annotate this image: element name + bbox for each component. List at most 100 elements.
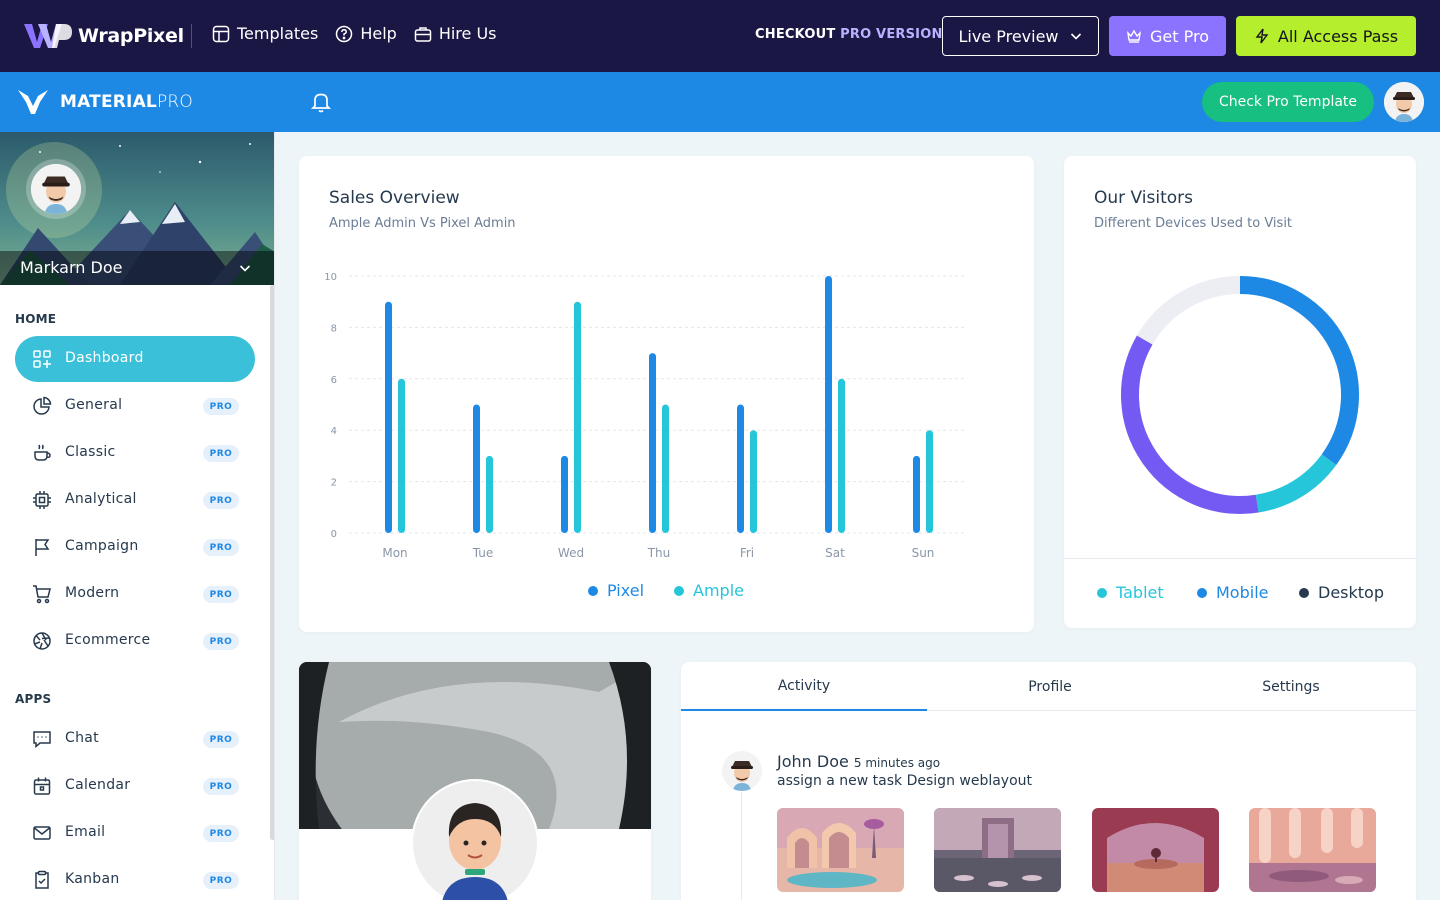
sidebar-item-label: General (65, 397, 123, 413)
profile-avatar[interactable] (26, 159, 86, 219)
y-tick-label: 4 (331, 426, 337, 437)
sidebar-item-calendar[interactable]: Calendar PRO (15, 763, 255, 809)
donut-slice-desktop[interactable] (1121, 335, 1259, 514)
bar-ample[interactable] (574, 301, 581, 533)
templates-link[interactable]: Templates (212, 24, 318, 43)
x-tick-label: Fri (740, 546, 754, 560)
desert-window-image (1092, 808, 1219, 892)
tab-settings[interactable]: Settings (1168, 662, 1414, 711)
bar-ample[interactable] (926, 430, 933, 533)
tab-profile[interactable]: Profile (927, 662, 1173, 711)
sidebar-item-chat[interactable]: Chat PRO (15, 716, 255, 762)
chevron-down-icon (239, 265, 251, 272)
y-tick-label: 8 (331, 323, 337, 334)
section-caption-apps: APPS (15, 692, 52, 706)
brand-divider (191, 24, 192, 48)
bar-pixel[interactable] (385, 301, 392, 533)
help-label: Help (360, 24, 397, 43)
legend-swatch (588, 585, 598, 596)
all-access-pass-button[interactable]: All Access Pass (1236, 16, 1416, 56)
sales-overview-card: Sales Overview Ample Admin Vs Pixel Admi… (299, 156, 1034, 632)
sidebar-item-email[interactable]: Email PRO (15, 810, 255, 856)
x-tick-label: Wed (558, 546, 584, 560)
activity-avatar-image (722, 751, 762, 791)
legend-swatch (1097, 587, 1107, 598)
profile-name: Markarn Doe (20, 258, 123, 277)
activity-avatar[interactable] (722, 751, 762, 791)
sidebar-item-classic[interactable]: Classic PRO (15, 430, 255, 476)
legend-swatch (1197, 587, 1207, 598)
sidebar-item-label: Chat (65, 730, 99, 746)
bar-pixel[interactable] (825, 276, 832, 533)
tab-label: Activity (777, 677, 831, 694)
sidebar-item-modern[interactable]: Modern PRO (15, 571, 255, 617)
activity-image-2[interactable] (934, 808, 1061, 892)
sidebar-item-label: Ecommerce (65, 632, 151, 648)
sidebar-item-label: Modern (65, 585, 120, 601)
arch-pool-image (777, 808, 904, 892)
tab-activity[interactable]: Activity (681, 662, 927, 711)
sidebar-item-ecommerce[interactable]: Ecommerce PRO (15, 618, 255, 664)
donut-slice-tablet[interactable] (1255, 454, 1337, 513)
help-circle-icon (336, 25, 353, 42)
sidebar-scrollbar[interactable] (270, 285, 274, 840)
help-link[interactable]: Help (335, 24, 397, 43)
bar-ample[interactable] (838, 378, 845, 533)
app-header: MATERIALPRO Check Pro Template (0, 72, 1440, 132)
promo-nav: Templates Help Hire Us (212, 24, 497, 43)
profile-name-bar[interactable]: Markarn Doe (0, 251, 274, 285)
sidebar-item-label: Analytical (65, 491, 137, 507)
section-caption-home: HOME (15, 312, 57, 326)
bar-pixel[interactable] (913, 455, 920, 533)
live-preview-button[interactable]: Live Preview (942, 16, 1099, 56)
sidebar: Markarn Doe HOME Dashboard General PRO C… (0, 132, 275, 900)
pro-badge: PRO (203, 778, 239, 795)
bar-pixel[interactable] (473, 404, 480, 534)
pro-badge: PRO (203, 872, 239, 889)
check-pro-template-button[interactable]: Check Pro Template (1202, 82, 1374, 122)
mail-icon (33, 826, 51, 840)
legend-label: Tablet (1116, 583, 1164, 602)
y-tick-label: 0 (331, 529, 337, 540)
sidebar-item-kanban[interactable]: Kanban PRO (15, 857, 255, 900)
bar-ample[interactable] (486, 455, 493, 533)
activity-user-name[interactable]: John Doe (777, 752, 849, 771)
live-preview-label: Live Preview (958, 26, 1059, 46)
sidebar-item-campaign[interactable]: Campaign PRO (15, 524, 255, 570)
bell-icon[interactable] (311, 91, 331, 113)
sidebar-item-label: Email (65, 824, 106, 840)
dashboard-icon (33, 350, 51, 368)
bar-pixel[interactable] (561, 455, 568, 533)
bar-pixel[interactable] (649, 353, 656, 533)
profile-card-avatar[interactable] (411, 779, 539, 900)
checkout-text: CHECKOUT PRO VERSION (755, 27, 943, 42)
profile-banner: Markarn Doe (0, 132, 274, 285)
x-tick-label: Thu (647, 546, 671, 560)
donut-slice-mobile[interactable] (1239, 276, 1359, 465)
check-pro-label: Check Pro Template (1218, 94, 1358, 110)
sidebar-item-general[interactable]: General PRO (15, 383, 255, 429)
coffee-icon (34, 444, 51, 461)
get-pro-label: Get Pro (1150, 26, 1209, 46)
pro-badge: PRO (203, 633, 239, 650)
sidebar-item-dashboard[interactable]: Dashboard (15, 336, 255, 382)
wrappixel-logo[interactable]: WrapPixel (24, 22, 184, 50)
pro-badge: PRO (203, 492, 239, 509)
y-tick-label: 10 (324, 272, 337, 283)
hire-us-link[interactable]: Hire Us (414, 24, 497, 43)
aperture-icon (33, 632, 51, 650)
activity-image-3[interactable] (1092, 808, 1219, 892)
our-visitors-card: Our Visitors Different Devices Used to V… (1064, 156, 1416, 628)
materialpro-logo[interactable]: MATERIALPRO (18, 88, 193, 116)
get-pro-button[interactable]: Get Pro (1109, 16, 1226, 56)
bar-pixel[interactable] (737, 404, 744, 534)
bolt-icon (1255, 28, 1269, 44)
bar-ample[interactable] (398, 378, 405, 533)
bar-ample[interactable] (662, 404, 669, 534)
activity-image-1[interactable] (777, 808, 904, 892)
activity-image-4[interactable] (1249, 808, 1376, 892)
bar-ample[interactable] (750, 430, 757, 533)
sidebar-item-analytical[interactable]: Analytical PRO (15, 477, 255, 523)
user-avatar[interactable] (1384, 82, 1424, 122)
donut-slice-empty[interactable] (1136, 276, 1241, 345)
